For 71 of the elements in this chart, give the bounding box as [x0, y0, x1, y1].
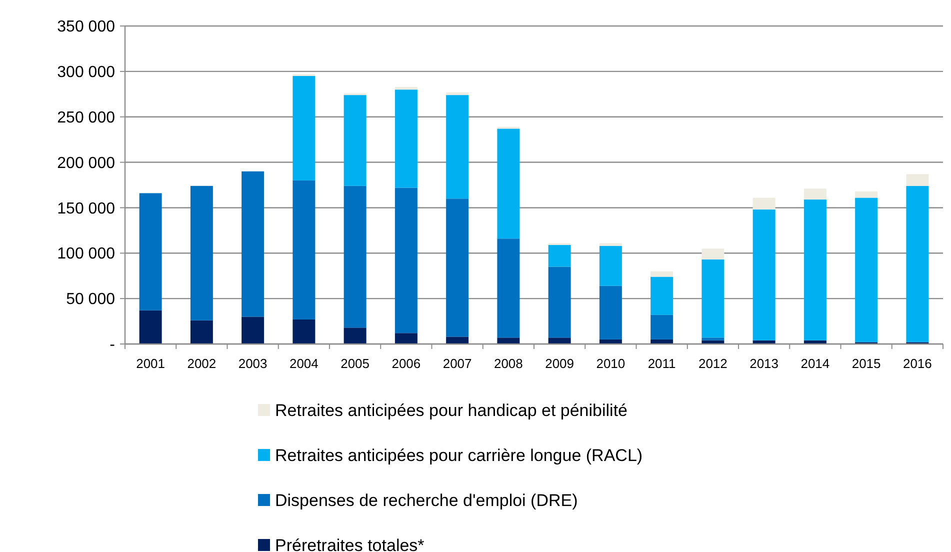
- y-tick-label: 100 000: [57, 246, 116, 263]
- bar: [394, 90, 418, 188]
- bar: [599, 246, 622, 286]
- x-tick-label: 2013: [750, 356, 779, 371]
- bar: [548, 338, 571, 344]
- bar: [497, 238, 520, 338]
- bar: [394, 188, 418, 334]
- bar: [497, 128, 520, 239]
- bar: [804, 188, 826, 200]
- bar: [650, 314, 674, 340]
- bar: [344, 328, 366, 344]
- bar: [190, 320, 213, 344]
- bar: [292, 76, 316, 180]
- x-tick-label: 2009: [545, 356, 574, 371]
- x-tick-label: 2010: [596, 356, 626, 371]
- y-tick-label: 50 000: [66, 291, 116, 308]
- x-tick-label: 2003: [238, 356, 268, 371]
- bar: [446, 92, 469, 96]
- bar: [292, 180, 316, 320]
- x-tick-label: 2014: [800, 356, 830, 371]
- x-tick-label: 2006: [392, 356, 421, 371]
- x-tick-label: 2007: [442, 356, 472, 371]
- x-tick-label: 2002: [187, 356, 216, 371]
- x-tick-label: 2008: [494, 356, 523, 371]
- bar: [190, 186, 213, 320]
- y-tick-label: 150 000: [57, 200, 116, 218]
- bar: [446, 198, 469, 337]
- legend-label: Retraites anticipées pour handicap et pénibilité: [275, 400, 628, 420]
- bar: [906, 174, 929, 186]
- bar: [292, 319, 316, 344]
- y-tick-label: -: [110, 336, 115, 354]
- bar: [804, 200, 826, 340]
- bar: [139, 310, 162, 344]
- bar: [855, 191, 878, 198]
- bar: [242, 316, 264, 344]
- bar: [599, 243, 622, 246]
- bar: [242, 171, 264, 317]
- y-tick-label: 350 000: [57, 18, 116, 36]
- x-tick-label: 2005: [340, 356, 370, 371]
- y-tick-label: 300 000: [57, 64, 116, 82]
- bar: [497, 338, 520, 344]
- bar: [752, 210, 776, 340]
- bar: [446, 95, 469, 199]
- bar: [702, 248, 724, 260]
- bar: [344, 186, 366, 328]
- bar: [702, 338, 724, 340]
- x-tick-label: 2011: [648, 356, 676, 371]
- legend-label: Dispenses de recherche d'emploi (DRE): [275, 490, 578, 510]
- y-tick-label: 200 000: [57, 154, 116, 172]
- legend-label: Retraites anticipées pour carrière longue (RACL): [275, 446, 643, 465]
- bar: [752, 198, 776, 210]
- bar: [446, 336, 469, 344]
- bar: [139, 193, 162, 310]
- bar: [650, 276, 674, 315]
- x-tick-label: 2004: [289, 356, 318, 371]
- bar: [548, 244, 571, 267]
- x-tick-label: 2015: [852, 356, 881, 371]
- bar: [548, 266, 571, 338]
- bar: [906, 186, 929, 342]
- y-tick-label: 250 000: [57, 109, 116, 126]
- bar: [650, 271, 674, 277]
- x-tick-label: 2016: [902, 356, 932, 371]
- bar: [394, 86, 418, 90]
- bar: [702, 260, 724, 338]
- bar: [855, 198, 878, 342]
- bar: [344, 95, 366, 186]
- x-tick-label: 2001: [136, 356, 166, 371]
- bar: [599, 286, 622, 340]
- legend-label: Préretraites totales*: [275, 536, 425, 552]
- x-tick-label: 2012: [698, 356, 728, 371]
- bar: [394, 333, 418, 344]
